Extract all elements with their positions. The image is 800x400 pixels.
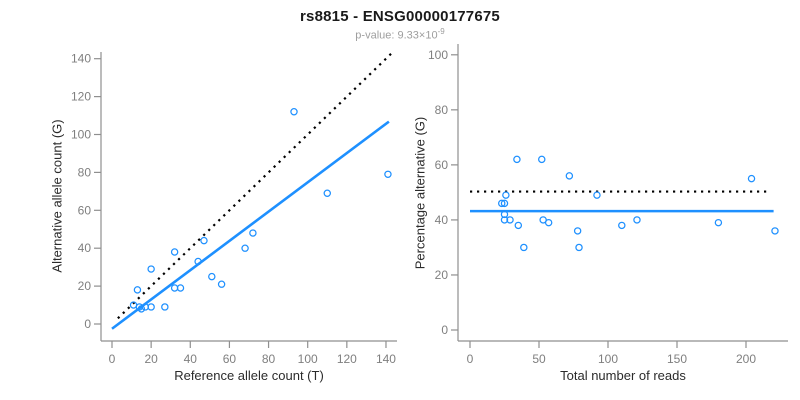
data-point — [323, 189, 331, 197]
data-point — [538, 155, 546, 164]
y-tick-label: 100 — [71, 128, 91, 142]
data-point — [500, 210, 509, 219]
data-point — [506, 216, 514, 224]
data-point — [241, 244, 249, 252]
data-point — [147, 303, 155, 311]
data-point — [514, 221, 523, 230]
data-point — [520, 243, 528, 252]
data-point — [137, 305, 146, 313]
data-point — [384, 170, 392, 179]
data-point — [618, 221, 626, 230]
left-y-axis-label: Alternative allele count (G) — [49, 119, 65, 273]
allele-counts-scatter: 0 20 40 60 80 100 120 140 0 20 40 60 80 100 120 140 — [71, 52, 397, 366]
y-tick-label: 20 — [435, 268, 449, 282]
data-point — [575, 243, 583, 252]
data-point — [544, 218, 553, 227]
data-point — [176, 284, 185, 292]
data-point — [290, 108, 298, 116]
x-tick-label: 140 — [376, 352, 396, 366]
pvalue-exponent: -9 — [437, 27, 445, 36]
data-point — [500, 216, 509, 224]
y-tick-label: 20 — [78, 279, 92, 293]
x-tick-label: 100 — [598, 352, 618, 366]
data-point — [513, 155, 521, 164]
x-tick-label: 100 — [298, 352, 318, 366]
x-tick-label: 0 — [467, 352, 474, 366]
x-tick-label: 60 — [223, 352, 237, 366]
pvalue-text: p-value: 9.33×10 — [355, 29, 438, 42]
data-point — [194, 257, 202, 266]
chart-title: rs8815 - ENSG00000177675 — [300, 8, 500, 25]
y-tick-label: 0 — [441, 323, 448, 337]
data-point — [771, 227, 779, 235]
y-tick-label: 0 — [84, 317, 91, 331]
data-point — [633, 216, 641, 224]
right-x-axis-label: Total number of reads — [560, 368, 686, 383]
right-y-axis-label: Percentage alternative (G) — [412, 116, 428, 270]
identity-line — [117, 52, 393, 320]
y-tick-label: 80 — [78, 165, 92, 179]
y-tick-label: 140 — [71, 52, 91, 66]
y-tick-label: 60 — [78, 203, 92, 217]
data-point — [249, 229, 257, 237]
data-point — [593, 191, 601, 199]
data-point — [714, 218, 723, 227]
y-tick-label: 100 — [428, 48, 448, 62]
x-tick-label: 20 — [144, 352, 158, 366]
data-point — [500, 199, 509, 208]
y-tick-label: 60 — [435, 158, 449, 172]
x-tick-label: 0 — [109, 352, 116, 366]
data-point — [747, 174, 756, 183]
data-point — [565, 172, 574, 180]
data-point — [573, 227, 582, 235]
x-tick-label: 50 — [532, 352, 546, 366]
regression-line — [111, 120, 390, 330]
x-tick-label: 80 — [262, 352, 276, 366]
x-tick-label: 200 — [736, 352, 756, 366]
left-x-axis-label: Reference allele count (T) — [174, 368, 324, 383]
data-point — [200, 236, 208, 245]
y-tick-label: 40 — [435, 213, 449, 227]
chart-subtitle: p-value: 9.33×10-9 — [0, 27, 800, 42]
data-point — [208, 272, 216, 281]
y-tick-label: 40 — [78, 241, 92, 255]
x-tick-label: 150 — [667, 352, 687, 366]
x-tick-label: 120 — [337, 352, 357, 366]
y-tick-label: 120 — [71, 90, 91, 104]
data-point — [502, 191, 510, 199]
data-point — [498, 199, 506, 208]
y-tick-label: 80 — [435, 103, 449, 117]
data-point — [133, 286, 142, 294]
data-point — [161, 303, 169, 311]
x-tick-label: 40 — [184, 352, 198, 366]
percentage-vs-reads-scatter: 0 50 100 150 200 0 20 40 60 80 100 — [428, 44, 788, 366]
data-point — [217, 280, 226, 288]
data-point — [170, 248, 179, 256]
data-point — [147, 265, 155, 273]
